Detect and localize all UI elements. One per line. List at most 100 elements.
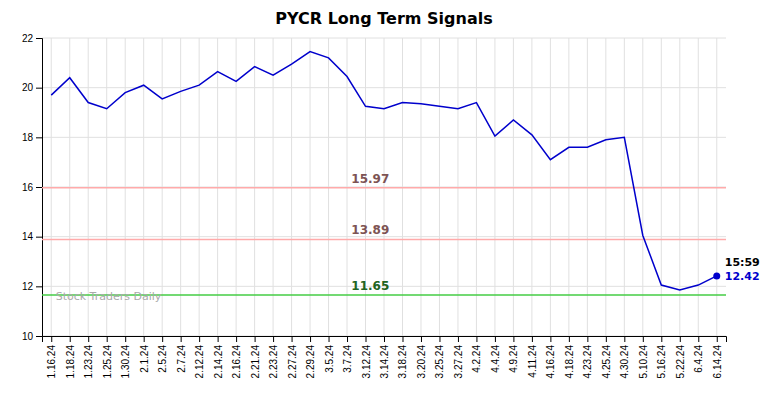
tick-mark (51, 336, 52, 342)
y-axis: 10 12 14 16 18 20 22 (22, 33, 43, 342)
tick-mark (273, 336, 274, 342)
x-tick: 2.1.24 (139, 336, 150, 373)
tick-mark (624, 336, 625, 342)
x-tick-label: 4.25.24 (601, 345, 612, 379)
x-tick: 3.27.24 (453, 336, 464, 378)
y-tick: 12 (22, 281, 42, 292)
tick-mark (698, 336, 699, 342)
tick-mark (439, 336, 440, 342)
x-tick: 4.2.24 (471, 336, 482, 373)
x-tick: 6.4.24 (693, 336, 704, 373)
y-tick-label: 22 (22, 33, 34, 44)
x-tick: 2.7.24 (176, 336, 187, 373)
x-tick: 2.21.24 (250, 336, 261, 378)
x-tick: 2.14.24 (213, 336, 224, 378)
annotation-value: 12.42 (725, 270, 760, 283)
y-tick: 16 (22, 182, 42, 193)
x-tick: 2.27.24 (287, 336, 298, 378)
x-tick-label: 4.30.24 (619, 345, 630, 379)
x-tick: 2.5.24 (157, 336, 168, 373)
axis-line (43, 337, 727, 343)
x-tick-label: 1.16.24 (46, 345, 57, 379)
x-tick: 5.10.24 (638, 336, 649, 378)
tick-mark (88, 336, 89, 342)
x-tick-label: 4.16.24 (545, 345, 556, 379)
x-tick-label: 1.25.24 (102, 345, 113, 379)
x-tick-label: 3.5.24 (324, 345, 335, 373)
y-tick: 14 (22, 231, 42, 242)
y-tick: 22 (22, 33, 42, 44)
x-tick: 4.4.24 (490, 336, 501, 373)
grid (42, 38, 726, 336)
tick-mark (347, 336, 348, 342)
tick-mark (36, 237, 42, 238)
x-tick-label: 3.12.24 (361, 345, 372, 379)
x-tick-label: 3.27.24 (453, 345, 464, 379)
x-tick: 3.12.24 (361, 336, 372, 378)
level-line (42, 187, 726, 189)
x-tick: 4.9.24 (508, 336, 519, 373)
x-tick: 3.7.24 (342, 336, 353, 373)
x-tick-label: 4.2.24 (471, 345, 482, 373)
x-tick-label: 2.7.24 (176, 345, 187, 373)
x-tick: 2.12.24 (194, 336, 205, 378)
x-tick-label: 5.10.24 (638, 345, 649, 379)
x-tick-label: 2.12.24 (194, 345, 205, 379)
tick-mark (329, 336, 330, 342)
marks (42, 52, 726, 295)
x-tick: 3.20.24 (416, 336, 427, 378)
level-label: 15.97 (351, 172, 389, 186)
x-tick-label: 3.14.24 (379, 345, 390, 379)
tick-mark (569, 336, 570, 342)
x-tick: 3.5.24 (324, 336, 335, 373)
tick-mark (36, 137, 42, 138)
tick-mark (236, 336, 237, 342)
tick-mark (181, 336, 182, 342)
y-tick-label: 16 (22, 182, 34, 193)
x-tick: 1.23.24 (83, 336, 94, 378)
x-tick: 1.25.24 (102, 336, 113, 378)
tick-mark (384, 336, 385, 342)
x-tick-label: 6.4.24 (693, 345, 704, 373)
tick-mark (218, 336, 219, 342)
tick-mark (643, 336, 644, 342)
tick-mark (587, 336, 588, 342)
labels: 15.9713.8911.6515:5912.42Stock Traders D… (56, 172, 760, 303)
level-line (42, 239, 726, 241)
x-tick-label: 5.16.24 (656, 345, 667, 379)
tick-mark (36, 336, 42, 337)
axis-line (36, 39, 43, 337)
tick-mark (495, 336, 496, 342)
x-tick-label: 3.18.24 (397, 345, 408, 379)
tick-mark (513, 336, 514, 342)
tick-mark (606, 336, 607, 342)
y-tick: 18 (22, 132, 42, 143)
tick-mark (550, 336, 551, 342)
x-tick: 1.16.24 (46, 336, 57, 378)
tick-mark (310, 336, 311, 342)
x-tick-label: 4.18.24 (564, 345, 575, 379)
x-tick: 2.16.24 (231, 336, 242, 378)
y-tick-label: 12 (22, 281, 34, 292)
tick-mark (292, 336, 293, 342)
x-tick: 1.18.24 (65, 336, 76, 378)
x-tick: 1.30.24 (120, 336, 131, 378)
tick-mark (36, 38, 42, 39)
title: PYCR Long Term Signals (275, 9, 492, 28)
y-tick: 20 (22, 82, 42, 93)
tick-mark (421, 336, 422, 342)
plot: 10 12 14 16 18 20 22 1.16.24 1.18.24 1.23.24 1.25.… (22, 33, 760, 379)
x-tick-label: 2.23.24 (268, 345, 279, 379)
x-tick: 4.25.24 (601, 336, 612, 378)
tick-mark (144, 336, 145, 342)
x-tick-label: 2.29.24 (305, 345, 316, 379)
chart: 10 12 14 16 18 20 22 1.16.24 1.18.24 1.23.24 1.25.… (0, 0, 784, 398)
x-axis: 1.16.24 1.18.24 1.23.24 1.25.24 1.30.24 2.1.2… (43, 336, 727, 378)
x-tick-label: 2.21.24 (250, 345, 261, 379)
x-tick-label: 4.23.24 (582, 345, 593, 379)
y-tick-label: 14 (22, 231, 34, 242)
price-line (51, 52, 717, 290)
y-tick-label: 10 (22, 331, 34, 342)
x-tick-label: 3.7.24 (342, 345, 353, 373)
tick-mark (162, 336, 163, 342)
